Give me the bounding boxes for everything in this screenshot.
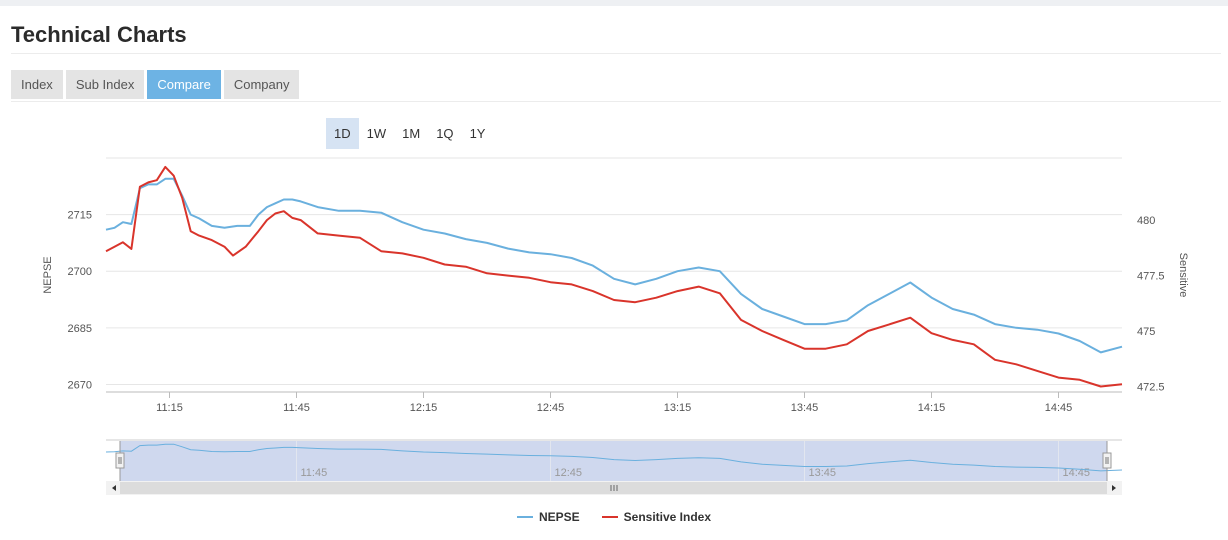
x-tick-label: 14:45: [1045, 402, 1073, 414]
chart-type-tabs: Index Sub Index Compare Company: [11, 70, 300, 99]
navigator-handle-right[interactable]: [1102, 452, 1112, 469]
scrollbar-right-arrow-icon[interactable]: [1112, 485, 1116, 491]
range-button-1d[interactable]: 1D: [326, 118, 359, 149]
tabs-divider: [11, 101, 1221, 102]
legend-swatch-nepse: [516, 516, 533, 518]
y-left-axis-title: NEPSE: [42, 256, 54, 293]
tab-index[interactable]: Index: [11, 70, 63, 99]
navigator-handle-left[interactable]: [115, 452, 125, 469]
y-left-tick-label: 2700: [68, 266, 92, 278]
x-tick-label: 11:15: [156, 402, 183, 414]
legend-label-sensitive: Sensitive Index: [623, 510, 712, 524]
navigator-tick-label: 11:45: [301, 467, 328, 479]
x-tick-label: 12:15: [410, 402, 438, 414]
chart-legend: NEPSE Sensitive Index: [0, 510, 1228, 524]
y-left-tick-label: 2670: [68, 379, 92, 391]
top-bar: [0, 0, 1228, 6]
y-right-tick-label: 477.5: [1137, 271, 1165, 283]
page-title: Technical Charts: [11, 22, 187, 47]
legend-swatch-sensitive: [601, 516, 618, 518]
legend-item-nepse[interactable]: NEPSE: [516, 510, 580, 524]
series-line-nepse: [105, 177, 1123, 354]
series-line-sensitive-index: [105, 165, 1123, 388]
tab-company[interactable]: Company: [223, 70, 300, 99]
y-right-tick-label: 480: [1137, 215, 1155, 227]
navigator-tick-label: 12:45: [555, 467, 583, 479]
y-right-tick-label: 472.5: [1137, 381, 1165, 393]
x-tick-label: 12:45: [537, 402, 565, 414]
x-tick-label: 14:15: [918, 402, 946, 414]
y-right-axis-title: Sensitive: [1177, 253, 1189, 298]
y-right-tick-label: 475: [1137, 326, 1155, 338]
range-button-1q[interactable]: 1Q: [436, 126, 454, 141]
title-divider: [11, 53, 1221, 54]
scrollbar-left-arrow-icon[interactable]: [112, 485, 116, 491]
range-button-1w[interactable]: 1W: [366, 126, 387, 141]
legend-item-sensitive[interactable]: Sensitive Index: [601, 510, 712, 524]
navigator-series-line: [105, 443, 1123, 472]
legend-label-nepse: NEPSE: [538, 510, 580, 524]
tab-sub-index[interactable]: Sub Index: [65, 70, 145, 99]
x-tick-label: 13:45: [791, 402, 819, 414]
navigator-tick-label: 14:45: [1063, 467, 1091, 479]
x-tick-label: 13:15: [664, 402, 692, 414]
y-left-tick-label: 2685: [68, 323, 92, 335]
range-button-1m[interactable]: 1M: [402, 126, 421, 141]
navigator-selected-range: [120, 441, 1107, 481]
range-button-1y[interactable]: 1Y: [469, 126, 486, 141]
x-tick-label: 11:45: [283, 402, 310, 414]
y-left-tick-label: 2715: [68, 210, 92, 222]
tab-compare[interactable]: Compare: [147, 70, 221, 99]
range-selector: 1D 1W 1M 1Q 1Y: [326, 118, 494, 149]
navigator-tick-label: 13:45: [809, 467, 837, 479]
